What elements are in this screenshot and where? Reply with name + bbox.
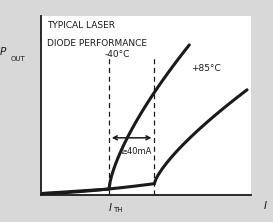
Text: I: I [264, 201, 267, 211]
Text: P: P [0, 46, 6, 57]
Text: I: I [108, 202, 111, 212]
Text: TYPICAL LASER: TYPICAL LASER [47, 21, 115, 30]
Text: +85°C: +85°C [191, 64, 221, 73]
Text: ≥40mA: ≥40mA [120, 147, 152, 156]
Text: OUT: OUT [10, 56, 25, 62]
Text: TH: TH [114, 207, 123, 213]
Text: DIODE PERFORMANCE: DIODE PERFORMANCE [47, 39, 147, 48]
Text: -40°C: -40°C [105, 50, 130, 59]
